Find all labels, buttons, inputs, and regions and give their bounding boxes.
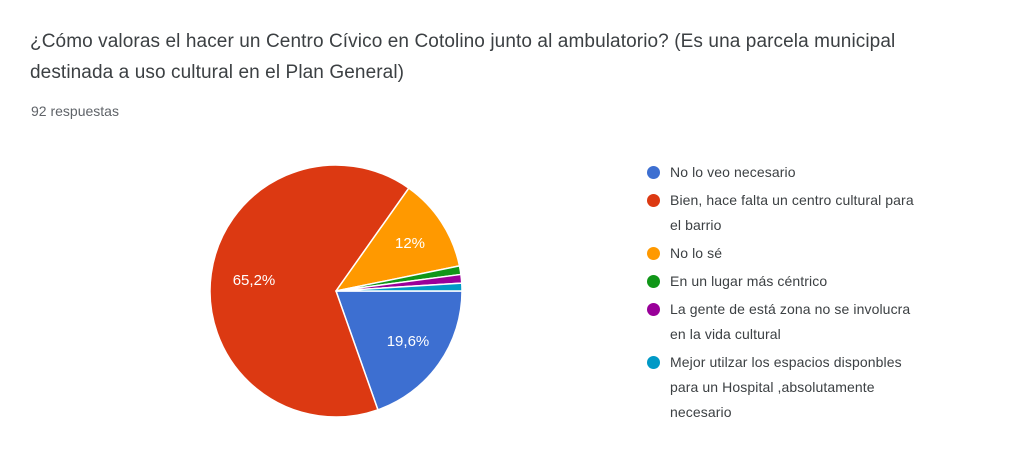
legend-label: No lo veo necesario <box>670 164 796 180</box>
pie-chart[interactable]: 65,2% 12% 19,6% <box>210 165 462 417</box>
legend-item-no-lo-se: No lo sé <box>647 241 977 266</box>
legend-swatch-circle <box>647 166 660 179</box>
legend-swatch-circle <box>647 194 660 207</box>
legend-item-mejor-hospital: Mejor utilzar los espacios disponbles pa… <box>647 350 977 425</box>
legend-item-no-lo-veo-necesario: No lo veo necesario <box>647 160 977 185</box>
pie-slice-no-lo-se[interactable] <box>335 187 461 292</box>
legend-item-bien-hace-falta: Bien, hace falta un centro cultural para… <box>647 188 977 238</box>
legend-label: La gente de está zona no se involucra en… <box>670 301 911 342</box>
legend-swatch-circle <box>647 275 660 288</box>
legend-label: Mejor utilzar los espacios disponbles pa… <box>670 354 902 420</box>
pie-label-no-lo-veo-necesario: 19,6% <box>387 333 430 350</box>
pie-chart-svg: 65,2% 12% 19,6% <box>210 165 462 417</box>
legend-label: Bien, hace falta un centro cultural para… <box>670 192 914 233</box>
legend-label: No lo sé <box>670 245 723 261</box>
pie-slice-bien-hace-falta[interactable] <box>210 165 410 417</box>
legend: No lo veo necesario Bien, hace falta un … <box>647 160 977 428</box>
legend-item-lugar-mas-centrico: En un lugar más céntrico <box>647 269 977 294</box>
legend-swatch-circle <box>647 356 660 369</box>
legend-item-gente-no-se-involucra: La gente de está zona no se involucra en… <box>647 297 977 347</box>
pie-label-no-lo-se: 12% <box>395 235 425 252</box>
question-title: ¿Cómo valoras el hacer un Centro Cívico … <box>30 31 896 83</box>
legend-swatch-circle <box>647 247 660 260</box>
legend-swatch-circle <box>647 303 660 316</box>
legend-label: En un lugar más céntrico <box>670 273 828 289</box>
responses-count: 92 respuestas <box>31 103 119 119</box>
pie-label-bien-hace-falta: 65,2% <box>233 272 276 289</box>
